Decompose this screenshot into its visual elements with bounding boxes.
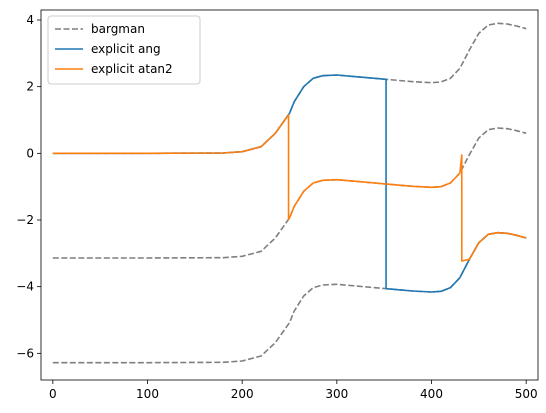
y-tick-label-2: −2 [16,213,34,227]
y-axis: −6 −4 −2 0 2 4 [16,13,41,360]
legend-label-0: bargman [91,22,145,36]
series-line-2-0 [52,114,527,262]
plot-lines [52,22,527,364]
y-tick-label-0: −6 [16,346,34,360]
legend: bargman explicit ang explicit atan2 [47,15,201,85]
series-line-0-1 [52,127,527,259]
axes-frame [40,9,539,381]
y-tick-label-5: 4 [26,13,34,27]
x-tick-label-1: 100 [136,387,159,401]
x-tick-label-0: 0 [49,387,57,401]
x-tick-label-2: 200 [231,387,254,401]
y-tick-label-3: 0 [26,146,34,160]
legend-box [47,15,201,85]
legend-label-1: explicit ang [91,42,161,56]
y-tick-label-4: 2 [26,80,34,94]
y-tick-label-1: −4 [16,280,34,294]
legend-label-2: explicit atan2 [91,62,173,76]
x-tick-label-4: 400 [420,387,443,401]
series-line-0-0 [52,22,527,155]
x-tick-label-5: 500 [515,387,538,401]
x-axis: 0 100 200 300 400 500 [49,380,538,401]
x-tick-label-3: 300 [325,387,348,401]
